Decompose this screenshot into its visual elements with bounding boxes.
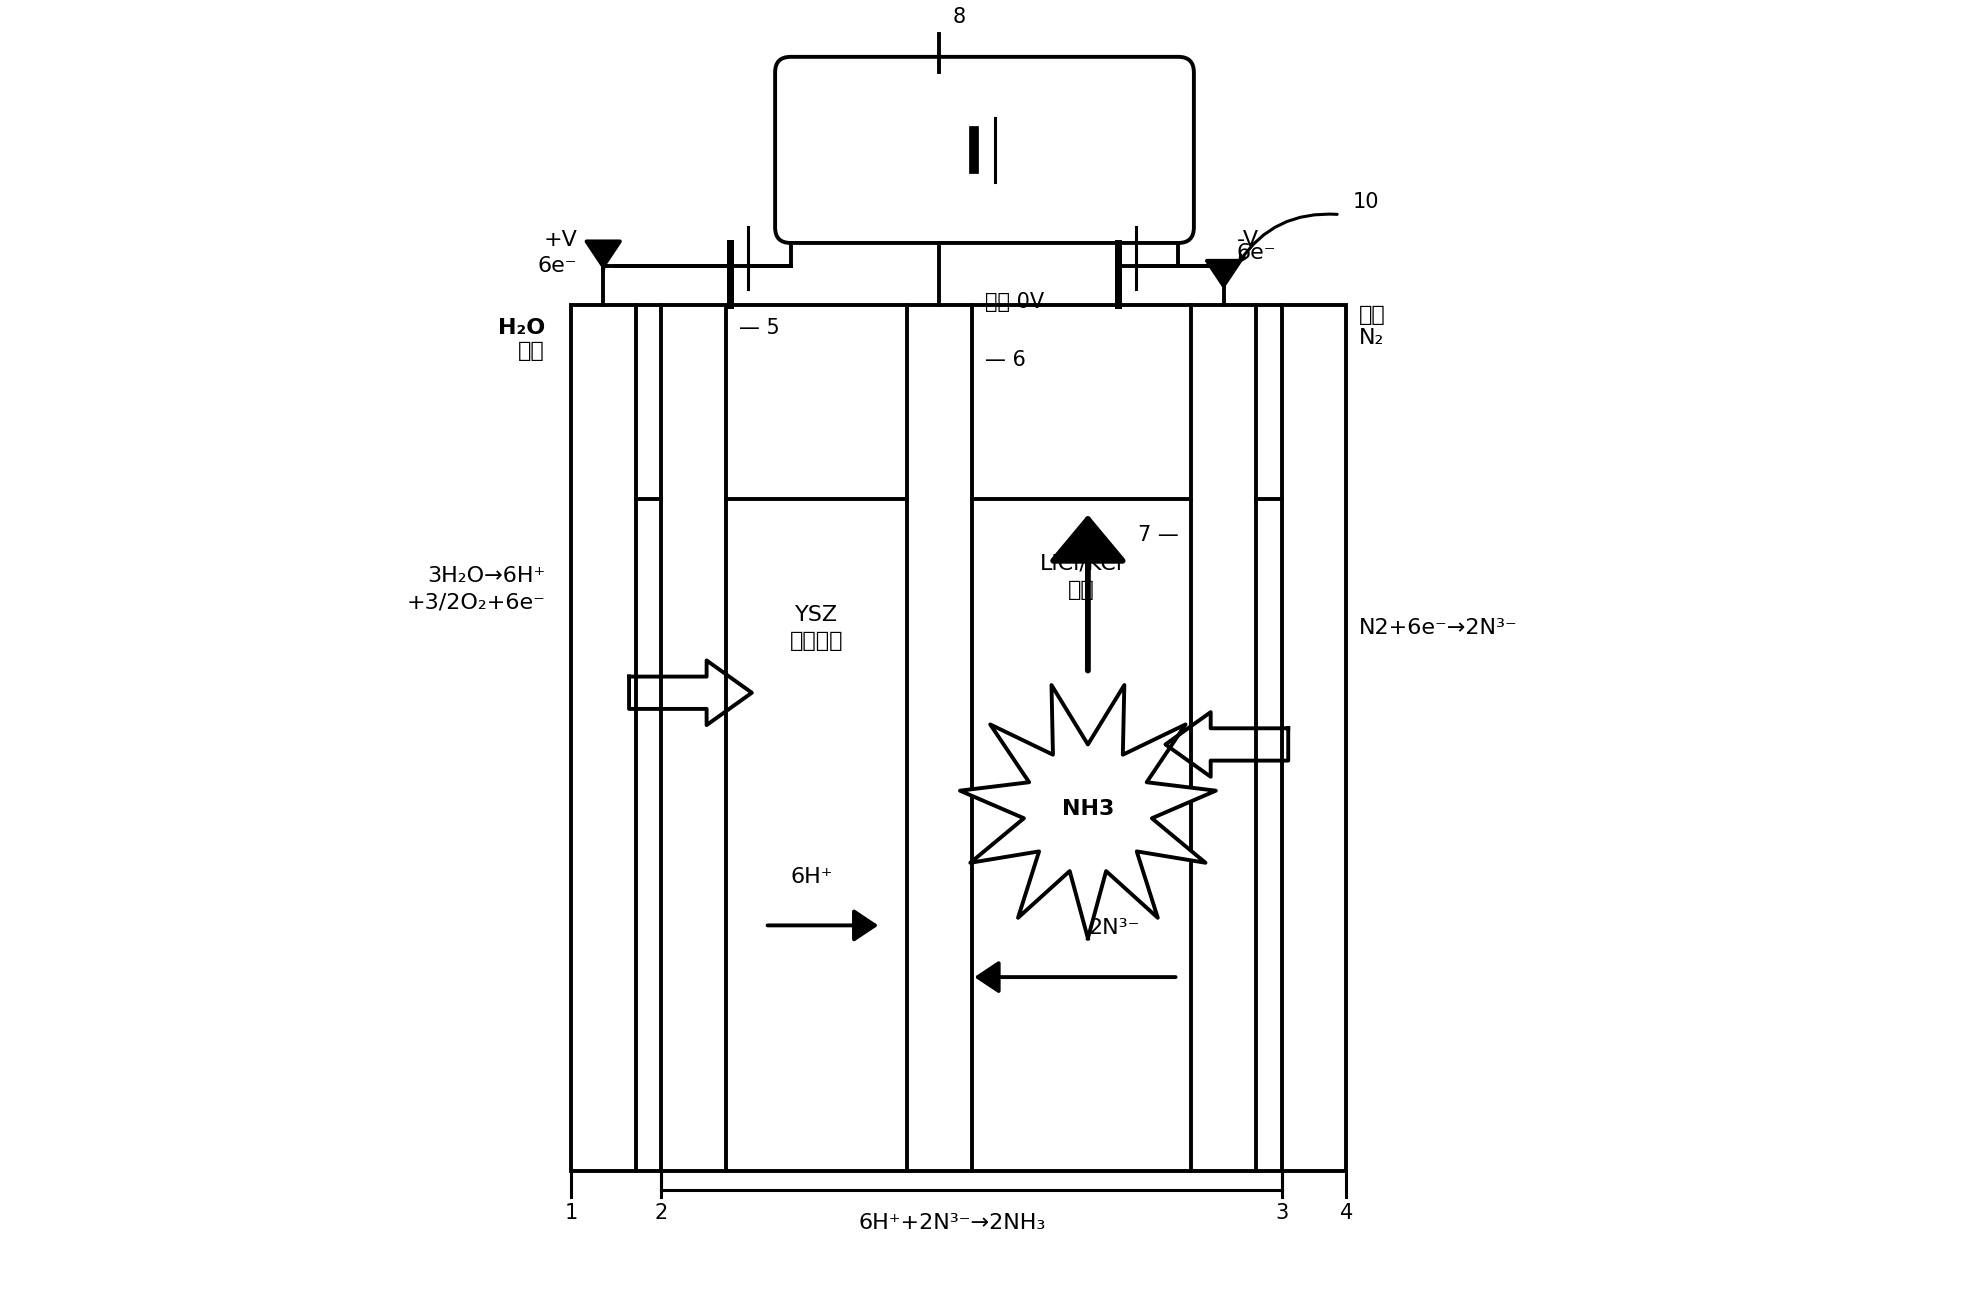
Text: YSZ
质子导体: YSZ 质子导体	[790, 605, 843, 652]
Bar	[908, 305, 971, 1171]
Text: 10: 10	[1353, 192, 1380, 211]
Text: 7 —: 7 —	[1138, 525, 1177, 545]
Text: 接地 0V: 接地 0V	[984, 292, 1044, 313]
Text: 3: 3	[1276, 1203, 1288, 1224]
Text: 1: 1	[565, 1203, 577, 1224]
Text: 8: 8	[953, 7, 965, 27]
Text: N2+6e⁻→2N³⁻: N2+6e⁻→2N³⁻	[1359, 618, 1518, 638]
Polygon shape	[961, 685, 1215, 938]
Bar	[662, 305, 727, 1171]
Text: -V: -V	[1237, 231, 1258, 250]
Bar	[1191, 305, 1256, 1171]
FancyBboxPatch shape	[571, 305, 636, 1171]
Text: 6H⁺: 6H⁺	[792, 866, 833, 886]
Text: 6e⁻: 6e⁻	[538, 257, 577, 276]
Text: 6e⁻: 6e⁻	[1237, 244, 1276, 263]
Text: 4: 4	[1339, 1203, 1353, 1224]
Text: — 5: — 5	[738, 318, 780, 337]
Text: NH3: NH3	[1061, 799, 1114, 820]
Text: +V: +V	[543, 231, 577, 250]
Text: 6H⁺+2N³⁻→2NH₃: 6H⁺+2N³⁻→2NH₃	[858, 1213, 1046, 1233]
Bar	[1282, 305, 1347, 1171]
FancyBboxPatch shape	[776, 57, 1193, 242]
Text: 3H₂O→6H⁺
+3/2O₂+6e⁻: 3H₂O→6H⁺ +3/2O₂+6e⁻	[406, 566, 545, 612]
Text: 2N³⁻: 2N³⁻	[1089, 919, 1140, 938]
Text: 2: 2	[656, 1203, 667, 1224]
Text: — 6: — 6	[984, 351, 1026, 370]
Text: 氮气
N₂: 氮气 N₂	[1359, 305, 1386, 348]
Text: H₂O
蒸汽: H₂O 蒸汽	[498, 318, 545, 361]
Text: LiCl/KCl
熔盐: LiCl/KCl 熔盐	[1040, 554, 1122, 599]
